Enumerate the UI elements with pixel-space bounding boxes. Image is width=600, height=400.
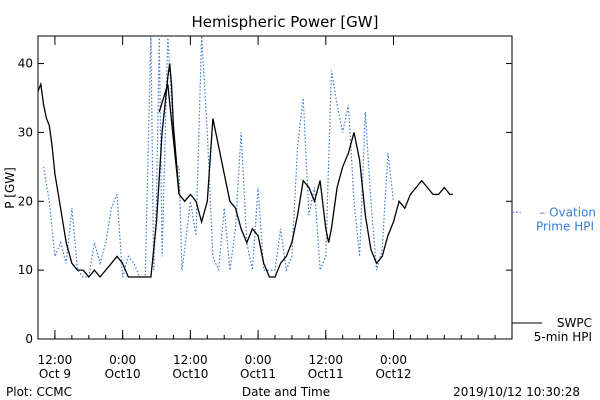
chart-title: Hemispheric Power [GW] (192, 13, 379, 31)
y-tick-label: 40 (18, 57, 33, 71)
y-tick-label: 30 (18, 125, 33, 139)
legend-ovation-label-2: Prime HPI (536, 219, 594, 233)
x-tick-label-time: 12:00 (308, 353, 343, 367)
x-tick-label-date: Oct 9 (39, 367, 71, 381)
y-tick-label: 20 (18, 194, 33, 208)
footer-left: Plot: CCMC (6, 385, 72, 399)
y-axis-label: P [GW] (3, 167, 17, 209)
y-tick-label: 10 (18, 263, 33, 277)
legend-swpc-label-2: 5-min HPI (534, 330, 592, 344)
x-tick-label-date: Oct12 (375, 367, 411, 381)
x-tick-label-time: 12:00 (173, 353, 208, 367)
x-axis-label: Date and Time (242, 385, 330, 399)
y-tick-label: 0 (25, 332, 33, 346)
x-tick-label-date: Oct11 (240, 367, 276, 381)
x-tick-label-date: Oct11 (308, 367, 344, 381)
x-tick-label-date: Oct10 (172, 367, 208, 381)
y-axis-ticks: 0 10 20 30 40 (18, 57, 512, 346)
swpc-hpi-line (37, 63, 453, 279)
legend-ovation-label-1: – Ovation (539, 205, 596, 219)
plot-frame (37, 35, 513, 340)
x-tick-label-time: 0:00 (109, 353, 136, 367)
plot-area (37, 35, 453, 279)
ovation-prime-line (43, 35, 395, 278)
x-tick-label-time: 12:00 (38, 353, 73, 367)
x-tick-label-time: 0:00 (245, 353, 272, 367)
swpc-hpi-line-extra (158, 84, 180, 195)
legend-swpc-label-1: SWPC (557, 316, 592, 330)
x-tick-label-time: 0:00 (380, 353, 407, 367)
footer-right: 2019/10/12 10:30:28 (453, 385, 580, 399)
x-tick-label-date: Oct10 (105, 367, 141, 381)
